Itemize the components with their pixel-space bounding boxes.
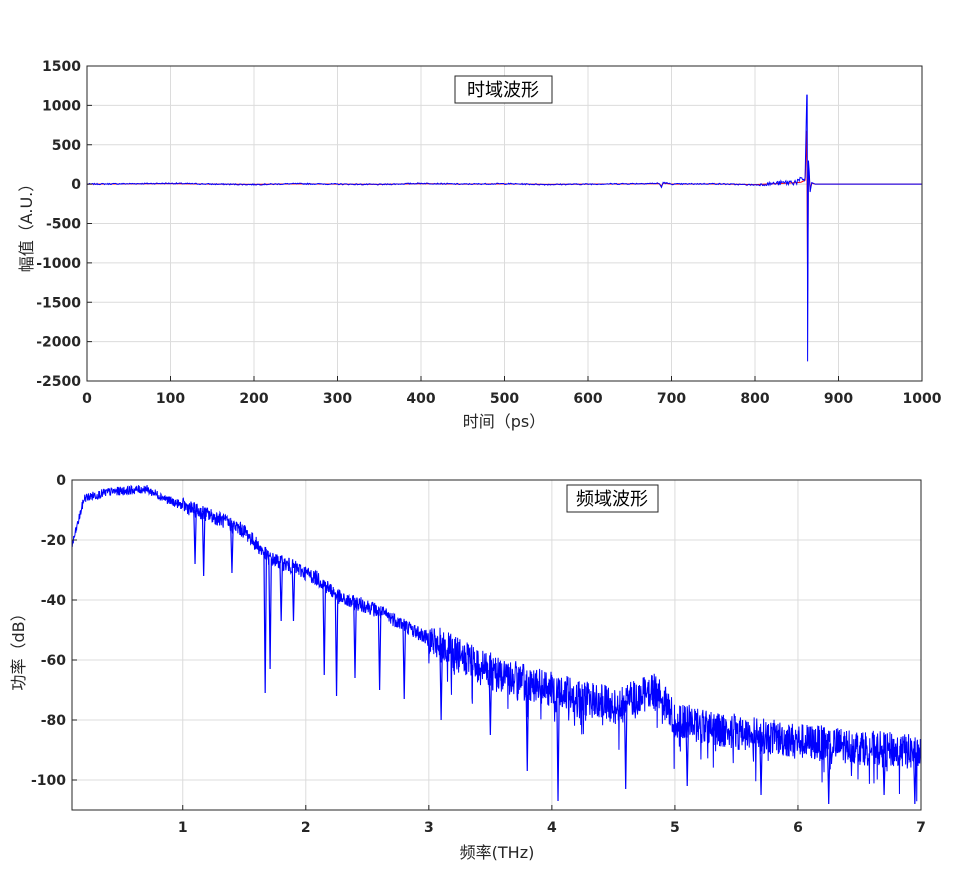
frequency-domain-x-tick-label: 6 [793, 820, 803, 836]
frequency-domain-x-tick-label: 4 [547, 820, 557, 836]
time-domain-waveform-line [86, 94, 922, 362]
frequency-domain-spectrum-line [72, 484, 921, 802]
time-domain-y-tick-label: -2500 [36, 374, 81, 390]
time-domain-y-label: 幅值（A.U.） [17, 176, 36, 273]
frequency-domain-x-ticks: 1 2 3 4 5 6 7 [178, 805, 926, 836]
time-domain-y-tick-label: 1000 [42, 98, 81, 114]
time-domain-x-tick-label: 900 [824, 391, 853, 407]
frequency-domain-dip [334, 594, 339, 697]
frequency-domain-dip [623, 700, 628, 790]
frequency-domain-axes-frame [71, 479, 922, 811]
time-domain-y-tick-label: 500 [52, 138, 81, 154]
frequency-domain-title: 频域波形 [576, 489, 648, 510]
time-domain-x-tick-label: 100 [156, 391, 185, 407]
time-domain-x-label: 时间（ps） [463, 412, 546, 431]
time-domain-title-box: 时域波形 [454, 75, 553, 104]
time-domain-x-tick-label: 500 [490, 391, 519, 407]
time-domain-y-tick-label: -1000 [36, 256, 81, 272]
frequency-domain-dip [263, 553, 268, 694]
frequency-domain-y-label: 功率（dB） [9, 605, 28, 690]
time-domain-y-tick-label: -2000 [36, 335, 81, 351]
frequency-domain-x-tick-label: 7 [916, 820, 926, 836]
frequency-domain-dip [685, 722, 690, 787]
frequency-domain-dip [525, 682, 530, 772]
frequency-domain-dip [322, 584, 327, 676]
frequency-domain-dip [268, 558, 272, 670]
frequency-domain-y-tick-label: 0 [56, 473, 66, 489]
frequency-domain-y-tick-label: -40 [41, 593, 67, 609]
time-domain-y-tick-label: 1500 [42, 59, 81, 75]
time-domain-series [86, 94, 922, 362]
time-domain-x-tick-label: 800 [740, 391, 769, 407]
frequency-domain-x-label: 频率(THz) [460, 843, 535, 862]
frequency-domain-dip [193, 509, 197, 565]
frequency-domain-dip [759, 735, 763, 796]
frequency-domain-dip [201, 513, 206, 577]
frequency-domain-dip [826, 743, 831, 805]
frequency-domain-chart: 1 2 3 4 5 6 7 0 -20 -40 -60 -80 -100 频率(THz) 功率（dB）… [9, 473, 926, 862]
time-domain-y-tick-label: -1500 [36, 295, 81, 311]
frequency-domain-x-tick-label: 5 [670, 820, 680, 836]
time-domain-x-tick-label: 1000 [903, 391, 942, 407]
frequency-domain-dip [279, 562, 284, 622]
frequency-domain-y-tick-label: -100 [31, 773, 66, 789]
frequency-domain-dip [556, 691, 560, 802]
time-domain-x-tick-label: 400 [406, 391, 435, 407]
time-domain-x-tick-label: 300 [323, 391, 352, 407]
frequency-domain-dip [402, 624, 407, 700]
time-domain-x-tick-label: 600 [573, 391, 602, 407]
time-domain-x-tick-label: 0 [82, 391, 92, 407]
frequency-domain-dip [439, 645, 443, 721]
frequency-domain-y-tick-label: -60 [41, 653, 67, 669]
frequency-domain-y-tick-label: -20 [41, 533, 67, 549]
time-domain-x-tick-label: 700 [657, 391, 686, 407]
frequency-domain-y-ticks: 0 -20 -40 -60 -80 -100 [31, 473, 77, 789]
frequency-domain-title-box: 频域波形 [566, 484, 659, 513]
frequency-domain-y-tick-label: -80 [41, 713, 67, 729]
time-domain-title: 时域波形 [467, 80, 539, 101]
frequency-domain-dip [913, 752, 917, 805]
frequency-domain-dip [230, 524, 234, 574]
frequency-domain-x-tick-label: 1 [178, 820, 188, 836]
time-domain-x-tick-label: 200 [239, 391, 268, 407]
frequency-domain-series [72, 484, 921, 805]
time-domain-y-tick-label: -500 [46, 217, 81, 233]
frequency-domain-dip [353, 602, 357, 679]
frequency-domain-x-tick-label: 2 [301, 820, 311, 836]
frequency-domain-x-tick-label: 3 [424, 820, 434, 836]
time-domain-y-tick-label: 0 [71, 177, 81, 193]
frequency-domain-dip [377, 611, 382, 691]
time-domain-y-ticks: 1500 1000 500 0 -500 -1000 -1500 -2000 -2500 [36, 59, 92, 390]
frequency-domain-dip [488, 669, 493, 736]
time-domain-x-ticks: 0 100 200 300 400 500 600 700 800 900 1000 [82, 376, 942, 407]
frequency-domain-dip [882, 749, 886, 796]
time-domain-chart: 0 100 200 300 400 500 600 700 800 900 1000 1500 100… [17, 59, 942, 431]
frequency-domain-dip [291, 566, 296, 622]
